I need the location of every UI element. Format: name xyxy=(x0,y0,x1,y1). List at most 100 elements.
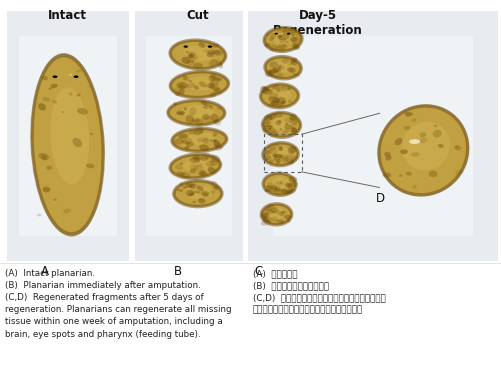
Ellipse shape xyxy=(271,208,279,213)
Bar xyxy=(19,36,117,237)
Ellipse shape xyxy=(268,204,273,208)
Ellipse shape xyxy=(181,140,187,144)
Ellipse shape xyxy=(268,205,278,214)
Ellipse shape xyxy=(264,173,296,195)
Ellipse shape xyxy=(77,94,81,97)
Bar xyxy=(7,11,129,261)
Ellipse shape xyxy=(214,168,218,171)
Ellipse shape xyxy=(177,110,184,115)
Ellipse shape xyxy=(273,67,277,71)
Ellipse shape xyxy=(271,88,291,101)
Ellipse shape xyxy=(43,186,50,193)
Ellipse shape xyxy=(43,97,50,102)
Ellipse shape xyxy=(269,208,286,219)
Ellipse shape xyxy=(279,96,282,99)
Ellipse shape xyxy=(207,45,212,48)
Ellipse shape xyxy=(283,28,296,35)
Ellipse shape xyxy=(194,190,198,193)
Ellipse shape xyxy=(429,171,437,177)
Ellipse shape xyxy=(187,83,195,88)
Ellipse shape xyxy=(190,164,199,171)
Ellipse shape xyxy=(269,44,278,51)
Ellipse shape xyxy=(274,32,295,45)
Ellipse shape xyxy=(201,100,207,105)
Ellipse shape xyxy=(290,114,297,120)
Ellipse shape xyxy=(291,156,299,161)
Ellipse shape xyxy=(284,159,288,161)
Ellipse shape xyxy=(187,80,192,83)
Ellipse shape xyxy=(284,215,292,219)
Ellipse shape xyxy=(283,44,287,48)
Ellipse shape xyxy=(270,61,278,68)
Ellipse shape xyxy=(290,147,297,153)
Ellipse shape xyxy=(183,75,188,80)
Ellipse shape xyxy=(273,211,275,213)
Ellipse shape xyxy=(188,54,194,58)
Ellipse shape xyxy=(287,188,293,193)
Ellipse shape xyxy=(399,174,402,177)
Ellipse shape xyxy=(281,221,284,224)
Ellipse shape xyxy=(199,197,204,202)
Ellipse shape xyxy=(210,78,219,87)
Ellipse shape xyxy=(261,203,292,225)
Ellipse shape xyxy=(206,161,214,167)
Ellipse shape xyxy=(180,111,185,115)
Ellipse shape xyxy=(198,198,205,204)
Ellipse shape xyxy=(263,121,269,127)
Ellipse shape xyxy=(294,119,299,123)
Ellipse shape xyxy=(213,44,219,47)
Ellipse shape xyxy=(169,154,221,179)
Ellipse shape xyxy=(434,124,437,127)
Ellipse shape xyxy=(61,111,64,113)
Ellipse shape xyxy=(199,81,207,87)
Bar xyxy=(146,36,232,237)
Ellipse shape xyxy=(204,137,209,140)
Ellipse shape xyxy=(197,129,204,134)
Ellipse shape xyxy=(281,188,290,194)
Ellipse shape xyxy=(287,218,291,223)
Ellipse shape xyxy=(186,141,194,146)
Ellipse shape xyxy=(209,76,219,81)
Ellipse shape xyxy=(270,68,277,73)
Ellipse shape xyxy=(283,128,289,133)
Ellipse shape xyxy=(212,50,223,56)
Ellipse shape xyxy=(279,212,285,217)
Ellipse shape xyxy=(77,108,88,115)
Ellipse shape xyxy=(50,87,89,185)
Ellipse shape xyxy=(202,114,210,120)
Ellipse shape xyxy=(269,185,278,193)
Ellipse shape xyxy=(186,182,192,188)
Ellipse shape xyxy=(199,144,209,151)
Ellipse shape xyxy=(186,60,194,65)
Ellipse shape xyxy=(207,83,215,88)
Ellipse shape xyxy=(269,69,276,74)
Ellipse shape xyxy=(277,220,284,223)
Ellipse shape xyxy=(189,56,195,62)
Ellipse shape xyxy=(291,60,297,65)
Text: Day-5
Regeneration: Day-5 Regeneration xyxy=(273,9,363,37)
Ellipse shape xyxy=(412,185,417,189)
Ellipse shape xyxy=(288,100,292,103)
Ellipse shape xyxy=(395,138,402,145)
Ellipse shape xyxy=(207,44,214,49)
Ellipse shape xyxy=(183,186,187,189)
Ellipse shape xyxy=(296,73,300,77)
Ellipse shape xyxy=(272,147,291,159)
Text: Intact: Intact xyxy=(48,9,87,23)
Ellipse shape xyxy=(212,139,216,142)
Ellipse shape xyxy=(269,186,273,190)
Ellipse shape xyxy=(274,112,283,118)
Ellipse shape xyxy=(184,138,192,144)
Ellipse shape xyxy=(173,180,222,207)
Ellipse shape xyxy=(210,114,219,122)
Ellipse shape xyxy=(267,72,274,77)
Ellipse shape xyxy=(411,152,419,156)
Bar xyxy=(135,11,243,261)
Ellipse shape xyxy=(193,63,203,68)
Ellipse shape xyxy=(289,63,292,66)
Ellipse shape xyxy=(384,152,391,157)
Ellipse shape xyxy=(39,153,50,160)
Ellipse shape xyxy=(186,190,194,196)
Ellipse shape xyxy=(277,69,281,73)
Text: (A)  Intact planarian.
(B)  Planarian immediately after amputation.
(C,D)  Regen: (A) Intact planarian. (B) Planarian imme… xyxy=(5,269,231,339)
